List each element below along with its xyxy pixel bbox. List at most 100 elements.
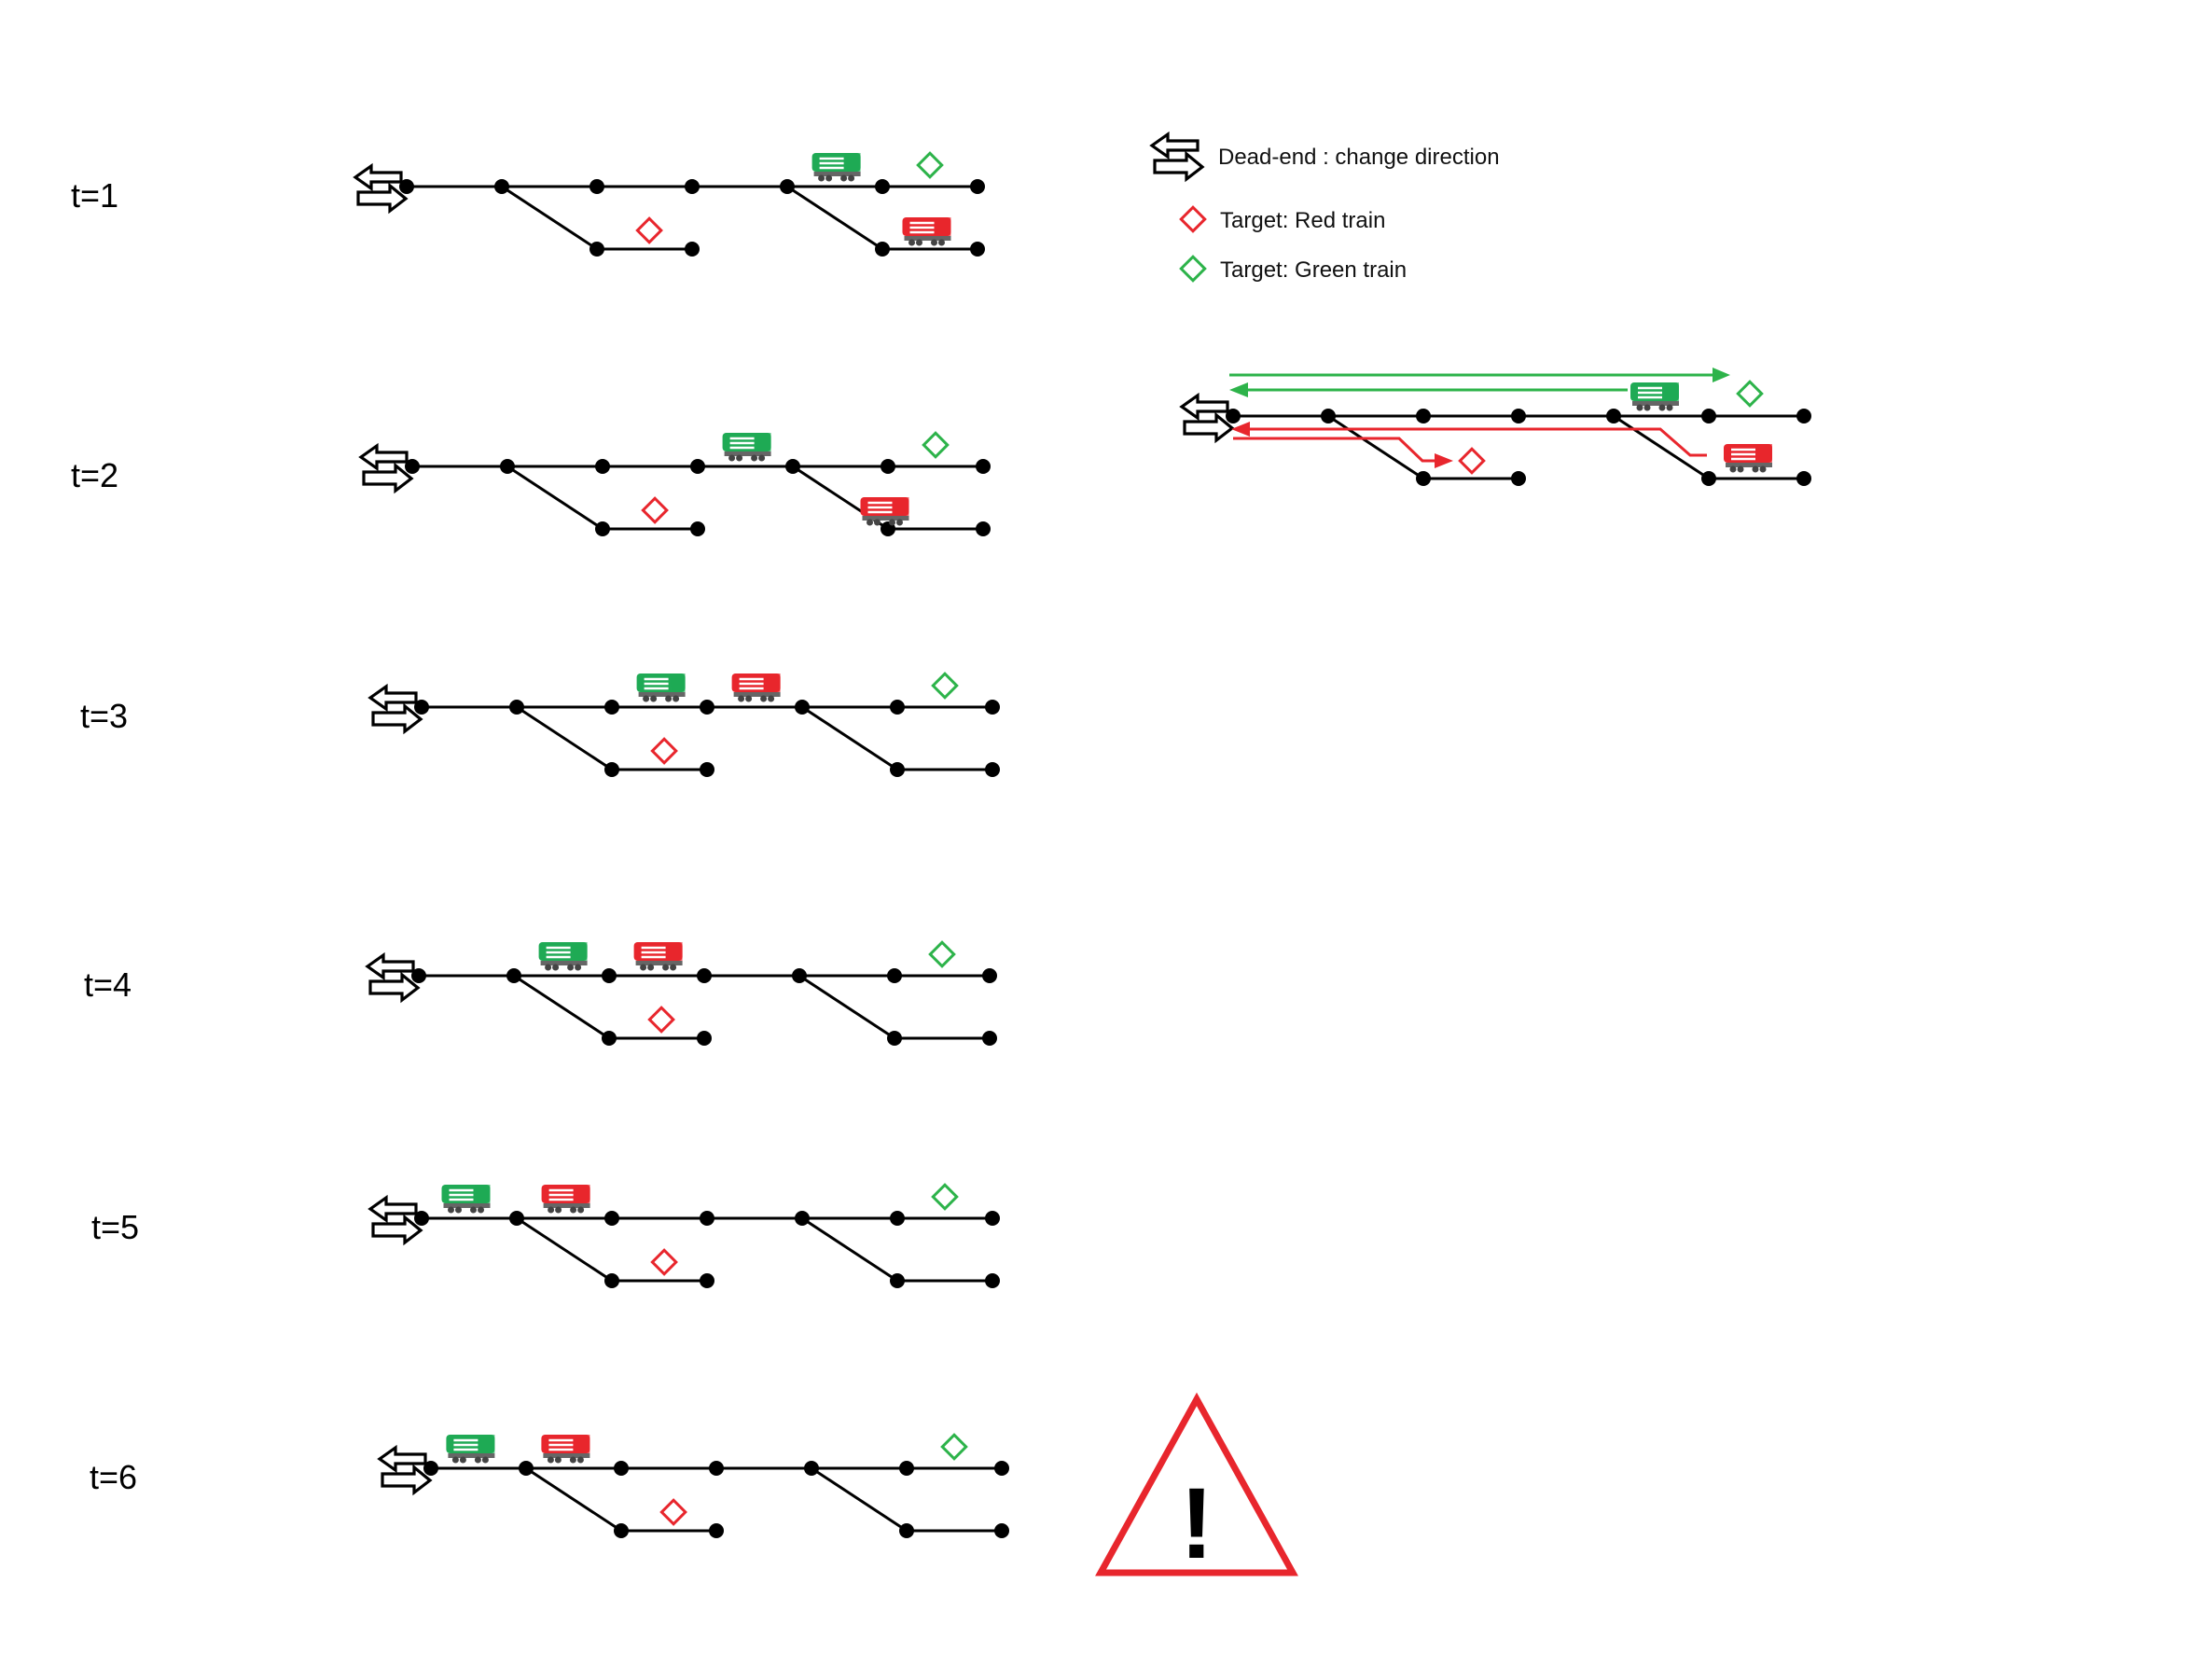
track-node [414,700,429,715]
time-step-label: t=6 [90,1458,137,1496]
track-node [899,1461,914,1476]
track-node [795,700,810,715]
track-node [1511,409,1526,423]
red-target-icon [650,1248,678,1276]
track-network [368,1196,1000,1288]
track-network [378,1446,1009,1538]
track-node [985,762,1000,777]
track-network [359,444,991,536]
track-node [399,179,414,194]
dead-end-icon [378,1446,432,1494]
track-node [700,700,714,715]
green-train-icon [440,1183,492,1215]
green-target-icon [928,940,956,968]
time-step-5: t=5 [91,1183,1000,1288]
track-node [994,1523,1009,1538]
track-node [985,1273,1000,1288]
dead-end-icon [368,685,423,733]
track-node [697,1031,712,1046]
track-node [494,179,509,194]
dead-end-icon [368,1196,423,1244]
track-network [366,953,997,1046]
track-node [1701,409,1716,423]
branch-track [798,974,895,1040]
track-node [890,762,905,777]
red-route-forward [1233,437,1436,463]
track-node [500,459,515,474]
branch-track [501,185,598,251]
red-train-icon [632,940,684,972]
track-node [414,1211,429,1226]
track-node [890,1273,905,1288]
track-node [890,700,905,715]
track-node [1416,471,1431,486]
red-train-icon [1722,442,1774,474]
track-node [785,459,800,474]
time-step-label: t=3 [80,697,128,735]
track-node [1226,409,1241,423]
warning-symbol: ! [1180,1466,1213,1579]
branch-track [516,1216,613,1283]
track-node [602,968,617,983]
dead-end-icon [1180,394,1234,442]
red-target-icon [641,496,669,524]
track-node [595,459,610,474]
legend-red-target-text: Target: Red train [1220,208,1385,233]
track-node [875,179,890,194]
legend-green-target-text: Target: Green train [1220,257,1407,283]
red-target-icon [650,737,678,765]
green-target-icon [931,672,959,700]
branch-track [516,705,613,771]
branch-track [786,185,883,251]
branch-track [525,1466,622,1533]
branch-track [801,1216,898,1283]
time-step-label: t=5 [91,1208,139,1246]
dead-end-icon [359,444,413,493]
dead-end-icon [366,953,420,1002]
track-node [519,1461,534,1476]
track-node [982,1031,997,1046]
track-node [1321,409,1336,423]
track-node [970,242,985,257]
red-train-icon [730,672,782,703]
track-network [354,164,985,257]
track-node [604,1273,619,1288]
track-node [423,1461,438,1476]
track-node [795,1211,810,1226]
track-node [899,1523,914,1538]
branch-track [513,974,610,1040]
track-node [614,1461,629,1476]
route-diagram [1180,368,1811,486]
track-node [1416,409,1431,423]
green-target-icon [940,1433,968,1461]
red-target-icon [647,1006,675,1034]
double-arrow-icon [1150,132,1204,181]
track-node [509,1211,524,1226]
track-node [887,1031,902,1046]
red-train-icon [540,1433,591,1465]
track-node [875,242,890,257]
track-node [589,242,604,257]
green-train-icon [811,151,862,183]
branch-track [506,465,603,531]
green-target-icon [916,151,944,179]
red-target-icon [659,1498,687,1526]
track-network [368,685,1000,777]
green-route-arrowhead [1713,368,1730,382]
time-step-3: t=3 [80,672,1000,777]
red-route-back [1246,427,1707,457]
track-node [780,179,795,194]
green-target-icon [931,1183,959,1211]
time-step-label: t=2 [71,456,118,494]
track-node [804,1461,819,1476]
time-step-1: t=1 [71,151,985,257]
branch-track [1613,414,1710,480]
track-node [506,968,521,983]
track-node [1701,471,1716,486]
track-node [709,1461,724,1476]
route-track-network [1180,394,1811,486]
track-node [1796,409,1811,423]
green-diamond-icon [1179,255,1207,283]
red-train-icon [859,495,910,527]
track-node [1796,471,1811,486]
